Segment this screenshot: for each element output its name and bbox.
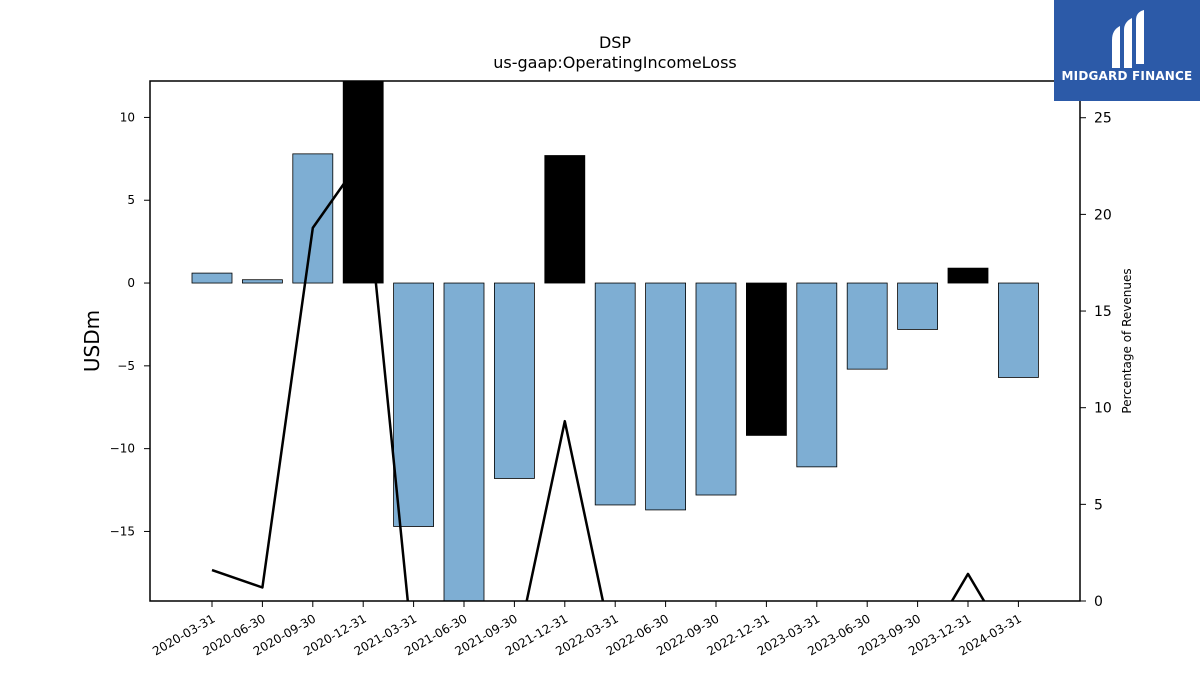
- y2-tick-label: 0: [1094, 594, 1103, 610]
- bar-2023-06-30: [846, 282, 888, 370]
- bar-2021-03-31: [393, 282, 435, 527]
- bar-2022-03-31: [594, 282, 636, 506]
- logo-mark-icon: [1112, 10, 1144, 68]
- pct-revenue-line: [950, 572, 986, 601]
- y2-tick-label: 5: [1094, 497, 1103, 513]
- chart-title: DSP: [599, 33, 631, 52]
- y-tick-label: −10: [110, 442, 135, 456]
- bar-2023-09-30: [897, 282, 938, 330]
- bar-2021-12-31: [544, 155, 586, 284]
- pct-revenue-line: [525, 419, 605, 601]
- y2-axis-label: Percentage of Revenues: [1120, 268, 1134, 413]
- y-tick-label: −15: [110, 524, 135, 538]
- midgard-finance-logo: MIDGARD FINANCE: [1054, 0, 1200, 101]
- bar-2021-09-30: [493, 282, 535, 479]
- y2-tick-label: 10: [1094, 401, 1112, 417]
- y2-tick-label: 20: [1094, 207, 1112, 223]
- bar-2023-03-31: [796, 282, 838, 468]
- y2-tick-label: 15: [1094, 304, 1112, 320]
- bar-2022-06-30: [645, 282, 686, 511]
- y-tick-label: 10: [120, 110, 135, 124]
- bar-2022-12-31: [746, 282, 787, 436]
- bar-2020-09-30: [292, 153, 334, 284]
- y-tick-label: 0: [127, 276, 135, 290]
- y-axis-label: USDm: [80, 310, 104, 372]
- bar-2024-03-31: [998, 282, 1039, 378]
- y-tick-label: 5: [127, 193, 135, 207]
- y2-tick-label: 25: [1094, 111, 1112, 127]
- pct-revenue-line: [211, 155, 410, 601]
- chart-subtitle: us-gaap:OperatingIncomeLoss: [493, 53, 737, 72]
- y-tick-label: −5: [117, 359, 135, 373]
- bar-2022-09-30: [695, 282, 737, 496]
- bar-2020-03-31: [191, 272, 233, 284]
- bar-2020-12-31: [342, 81, 384, 284]
- logo-text: MIDGARD FINANCE: [1061, 69, 1193, 83]
- bar-2020-06-30: [241, 279, 283, 284]
- bar-2023-12-31: [947, 267, 989, 284]
- bar-2021-06-30: [443, 282, 485, 601]
